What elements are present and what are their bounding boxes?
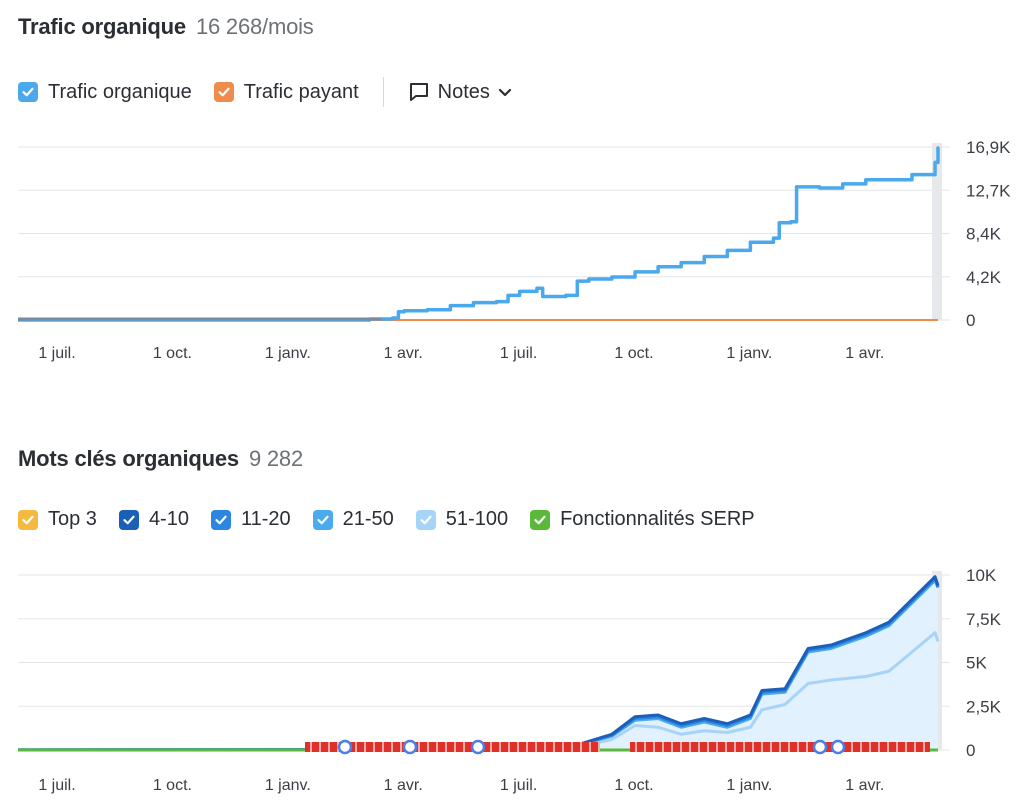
checkbox-icon[interactable] — [530, 509, 551, 530]
x-tick-label: 1 avr. — [384, 345, 423, 362]
google-update-marker — [830, 739, 846, 755]
y-tick-label: 16,9K — [966, 138, 1011, 157]
legend-paid-traffic[interactable]: Trafic payant — [213, 80, 359, 104]
google-update-marker — [812, 739, 828, 755]
hover-band — [932, 143, 942, 320]
legend-top3[interactable]: Top 3 — [18, 508, 97, 531]
x-tick-label: 1 oct. — [153, 345, 192, 362]
legend-21-50[interactable]: 21-50 — [312, 508, 394, 531]
chevron-down-icon — [498, 88, 512, 97]
legend-4-10[interactable]: 4-10 — [118, 508, 189, 531]
legend-label: Trafic payant — [243, 80, 359, 103]
keywords-area-fill — [18, 576, 938, 750]
legend-label: 51-100 — [445, 508, 509, 530]
legend-organic-traffic[interactable]: Trafic organique — [18, 81, 192, 104]
x-tick-label: 1 avr. — [845, 777, 884, 794]
traffic-value: 16 268/mois — [195, 14, 314, 39]
comment-icon — [409, 83, 428, 101]
x-tick-label: 1 juil. — [38, 345, 75, 362]
google-update-marker — [337, 739, 353, 755]
notes-dropdown[interactable]: Notes — [408, 81, 512, 104]
x-tick-label: 1 janv. — [265, 345, 311, 362]
legend-label: Fonctionnalités SERP — [560, 508, 755, 530]
google-update-marker — [470, 739, 486, 755]
x-tick-label: 1 janv. — [265, 777, 311, 794]
y-tick-label: 12,7K — [966, 181, 1011, 200]
checkbox-icon[interactable] — [210, 509, 231, 530]
google-update-marker — [402, 739, 418, 755]
traffic-legend: Trafic organique Trafic payant Notes — [18, 77, 512, 107]
x-tick-label: 1 janv. — [726, 345, 772, 362]
y-tick-label: 2,5K — [966, 697, 1002, 716]
serp-markers-band — [305, 742, 600, 752]
x-tick-label: 1 oct. — [153, 777, 192, 794]
y-tick-label: 0 — [966, 741, 975, 760]
traffic-title-label: Trafic organique — [18, 14, 186, 39]
y-tick-label: 4,2K — [966, 268, 1002, 287]
legend-label: Top 3 — [48, 508, 97, 530]
legend-divider — [382, 77, 384, 107]
x-tick-label: 1 oct. — [614, 345, 653, 362]
traffic-chart: 16,9K 12,7K 8,4K 4,2K 0 1 juil. 1 oct. 1 janv. 1… — [18, 138, 1011, 362]
checkbox-icon[interactable] — [415, 509, 436, 530]
legend-serp-features[interactable]: Fonctionnalités SERP — [530, 508, 755, 531]
legend-11-20[interactable]: 11-20 — [210, 508, 291, 531]
legend-label: 11-20 — [240, 508, 291, 530]
x-tick-label: 1 juil. — [500, 345, 537, 362]
keywords-chart: 10K 7,5K 5K 2,5K 0 1 juil. 1 oct. 1 janv. 1 avr.… — [17, 566, 1002, 794]
checkbox-icon[interactable] — [213, 82, 234, 102]
x-tick-label: 1 janv. — [726, 777, 772, 794]
keywords-legend: Top 3 4-10 11-20 21-50 51-100 Fonctionna… — [18, 508, 777, 531]
keywords-title-label: Mots clés organiques — [18, 446, 239, 471]
checkbox-icon[interactable] — [312, 509, 333, 530]
series-line-organic-traffic — [18, 146, 940, 322]
y-tick-label: 7,5K — [966, 610, 1002, 629]
x-tick-label: 1 juil. — [38, 777, 75, 794]
keywords-title: Mots clés organiques 9 282 — [18, 446, 303, 472]
traffic-title: Trafic organique 16 268/mois — [18, 14, 314, 40]
y-tick-label: 0 — [966, 311, 975, 330]
y-tick-label: 8,4K — [966, 225, 1002, 244]
notes-label: Notes — [437, 80, 490, 103]
y-tick-label: 5K — [966, 654, 987, 673]
legend-label: Trafic organique — [48, 80, 192, 103]
x-tick-label: 1 avr. — [384, 777, 423, 794]
legend-label: 21-50 — [342, 508, 394, 530]
x-tick-label: 1 oct. — [614, 777, 653, 794]
y-tick-label: 10K — [966, 566, 997, 585]
x-tick-label: 1 juil. — [500, 777, 537, 794]
legend-label: 4-10 — [148, 508, 189, 530]
checkbox-icon[interactable] — [118, 509, 139, 530]
checkbox-icon[interactable] — [18, 509, 38, 530]
checkbox-icon[interactable] — [18, 82, 38, 102]
keywords-value: 9 282 — [248, 446, 304, 471]
legend-51-100[interactable]: 51-100 — [415, 508, 509, 531]
x-tick-label: 1 avr. — [845, 345, 884, 362]
